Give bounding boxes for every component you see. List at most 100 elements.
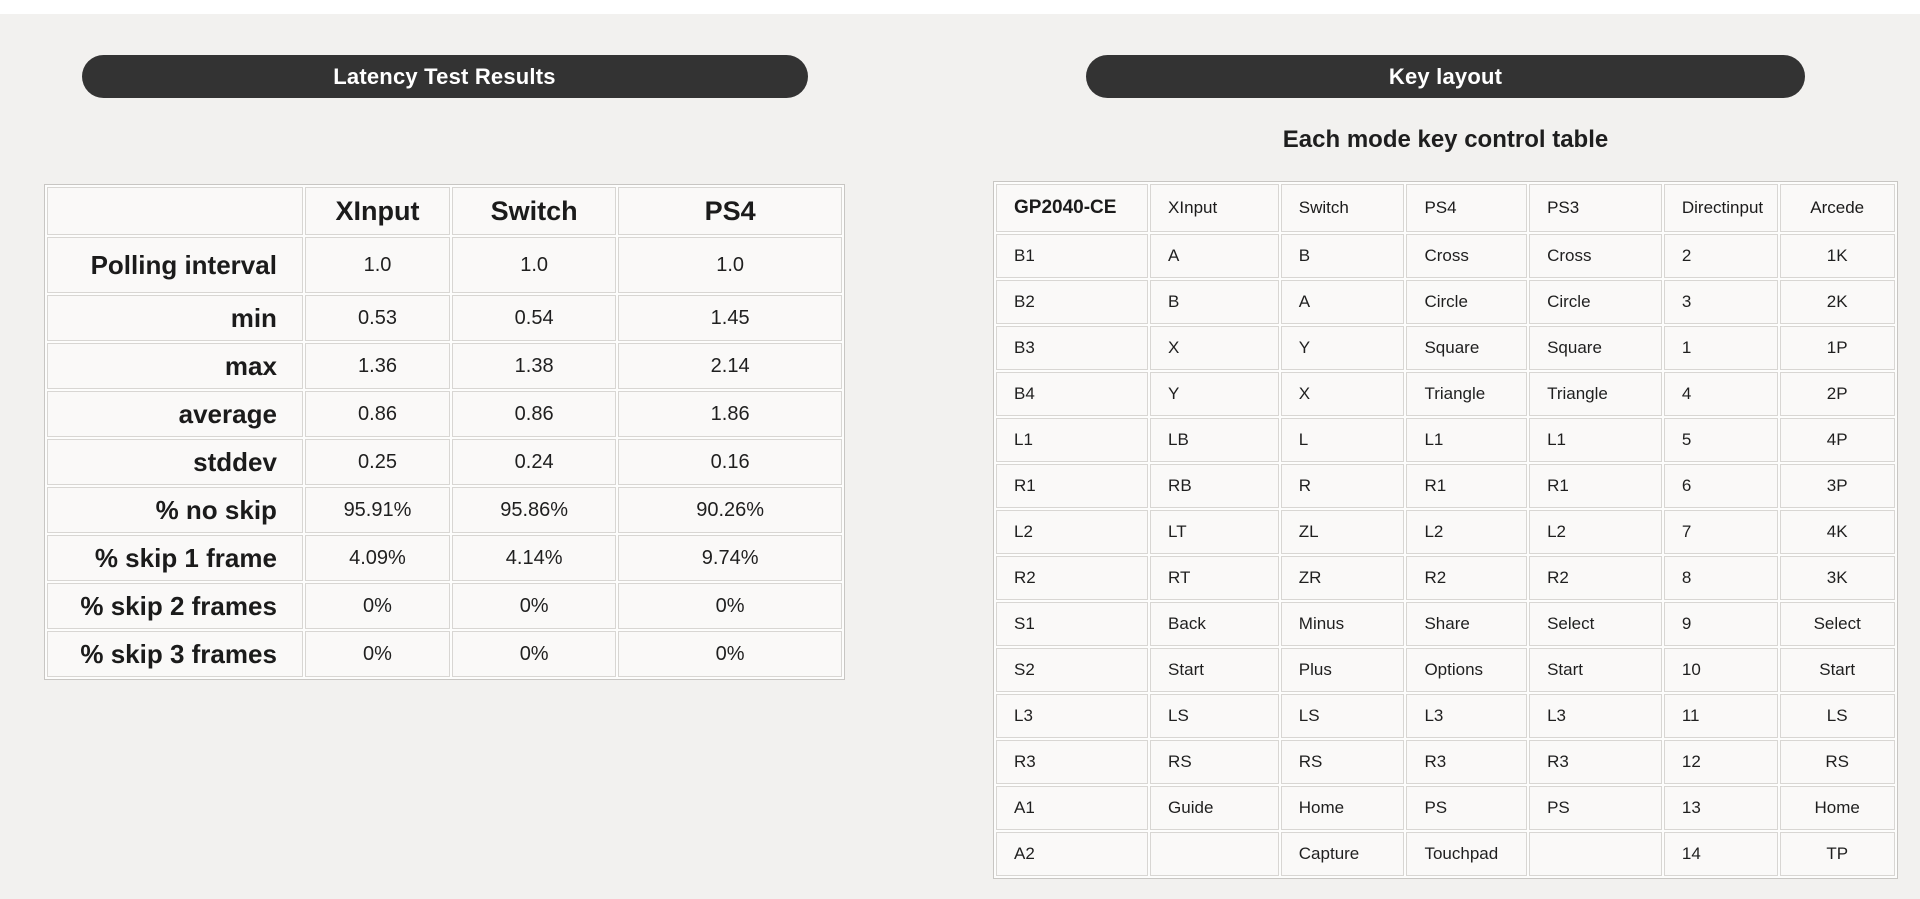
key-value-cell: A	[1150, 234, 1279, 278]
key-value-cell: 14	[1663, 832, 1779, 876]
key-value-cell: Y	[1280, 326, 1405, 370]
key-table-header-row: GP2040-CE XInput Switch PS4 PS3 Directin…	[996, 184, 1895, 232]
latency-value-cell: 2.14	[618, 343, 842, 389]
key-value-cell: Plus	[1280, 648, 1405, 692]
key-layout-section: Key layout Each mode key control table G…	[993, 55, 1898, 879]
key-value-cell: Square	[1406, 326, 1528, 370]
key-value-cell: Start	[1150, 648, 1279, 692]
key-value-cell: L3	[1529, 694, 1662, 738]
key-value-cell: Triangle	[1406, 372, 1528, 416]
key-value-cell: 12	[1663, 740, 1779, 784]
key-value-cell: Guide	[1150, 786, 1279, 830]
key-value-cell: RS	[1780, 740, 1895, 784]
key-value-cell: LS	[1150, 694, 1279, 738]
key-table-row: L3 LS LS L3 L3 11 LS	[996, 694, 1895, 738]
key-row-label: R1	[996, 464, 1149, 508]
key-value-cell: PS	[1406, 786, 1528, 830]
key-table-row: R2 RT ZR R2 R2 8 3K	[996, 556, 1895, 600]
key-value-cell: Capture	[1280, 832, 1405, 876]
latency-value-cell: 1.86	[618, 391, 842, 437]
key-value-cell: 3P	[1780, 464, 1895, 508]
key-col-header-ps4: PS4	[1406, 184, 1528, 232]
key-value-cell: Share	[1406, 602, 1528, 646]
key-value-cell: Home	[1780, 786, 1895, 830]
key-value-cell: 1	[1663, 326, 1779, 370]
key-value-cell: LS	[1280, 694, 1405, 738]
key-value-cell: RS	[1150, 740, 1279, 784]
latency-col-header-ps4: PS4	[618, 187, 842, 235]
latency-value-cell: 0%	[618, 631, 842, 677]
key-value-cell: Start	[1529, 648, 1662, 692]
latency-value-cell: 4.14%	[452, 535, 617, 581]
key-value-cell: ZL	[1280, 510, 1405, 554]
key-value-cell: Home	[1280, 786, 1405, 830]
latency-col-header-xinput: XInput	[304, 187, 451, 235]
key-row-label: L3	[996, 694, 1149, 738]
key-value-cell	[1529, 832, 1662, 876]
key-col-header-ps3: PS3	[1529, 184, 1662, 232]
key-table-row: L2 LT ZL L2 L2 7 4K	[996, 510, 1895, 554]
latency-row-label: % skip 3 frames	[47, 631, 303, 677]
latency-table-row: max 1.36 1.38 2.14	[47, 343, 842, 389]
key-row-label: S2	[996, 648, 1149, 692]
key-value-cell: R1	[1529, 464, 1662, 508]
key-value-cell: L3	[1406, 694, 1528, 738]
latency-value-cell: 0.86	[452, 391, 617, 437]
latency-value-cell: 0%	[304, 631, 451, 677]
key-row-label: B3	[996, 326, 1149, 370]
key-value-cell: Triangle	[1529, 372, 1662, 416]
key-table-row: R1 RB R R1 R1 6 3P	[996, 464, 1895, 508]
top-white-strip	[0, 0, 1920, 14]
latency-value-cell: 0.54	[452, 295, 617, 341]
latency-row-label: % skip 2 frames	[47, 583, 303, 629]
key-value-cell: 4P	[1780, 418, 1895, 462]
key-value-cell: Back	[1150, 602, 1279, 646]
latency-value-cell: 1.45	[618, 295, 842, 341]
key-value-cell: LB	[1150, 418, 1279, 462]
latency-results-title: Latency Test Results	[333, 63, 556, 89]
key-value-cell: PS	[1529, 786, 1662, 830]
latency-value-cell: 9.74%	[618, 535, 842, 581]
key-value-cell: 4	[1663, 372, 1779, 416]
key-value-cell: 7	[1663, 510, 1779, 554]
key-value-cell: 13	[1663, 786, 1779, 830]
key-value-cell: R2	[1406, 556, 1528, 600]
latency-row-label: % no skip	[47, 487, 303, 533]
key-table-row: S1 Back Minus Share Select 9 Select	[996, 602, 1895, 646]
latency-value-cell: 1.36	[304, 343, 451, 389]
key-value-cell: 3K	[1780, 556, 1895, 600]
latency-value-cell: 1.0	[304, 237, 451, 293]
key-value-cell: 1P	[1780, 326, 1895, 370]
key-value-cell: L	[1280, 418, 1405, 462]
latency-table-row: min 0.53 0.54 1.45	[47, 295, 842, 341]
key-table-row: B2 B A Circle Circle 3 2K	[996, 280, 1895, 324]
latency-table-row: average 0.86 0.86 1.86	[47, 391, 842, 437]
key-table-row: B1 A B Cross Cross 2 1K	[996, 234, 1895, 278]
key-layout-table: GP2040-CE XInput Switch PS4 PS3 Directin…	[993, 181, 1898, 879]
key-value-cell: B	[1280, 234, 1405, 278]
latency-col-header-switch: Switch	[452, 187, 617, 235]
key-col-header-switch: Switch	[1280, 184, 1405, 232]
latency-table-row: % skip 2 frames 0% 0% 0%	[47, 583, 842, 629]
latency-value-cell: 0%	[452, 631, 617, 677]
key-layout-title-pill: Key layout	[1086, 55, 1805, 98]
key-value-cell: X	[1280, 372, 1405, 416]
key-row-label: B1	[996, 234, 1149, 278]
key-value-cell	[1150, 832, 1279, 876]
key-value-cell: 2	[1663, 234, 1779, 278]
key-value-cell: 9	[1663, 602, 1779, 646]
key-value-cell: Select	[1780, 602, 1895, 646]
key-col-header-gp2040ce: GP2040-CE	[996, 184, 1149, 232]
key-value-cell: ZR	[1280, 556, 1405, 600]
key-value-cell: R	[1280, 464, 1405, 508]
key-value-cell: R2	[1529, 556, 1662, 600]
latency-value-cell: 0.86	[304, 391, 451, 437]
latency-value-cell: 95.86%	[452, 487, 617, 533]
key-table-row: B4 Y X Triangle Triangle 4 2P	[996, 372, 1895, 416]
latency-value-cell: 0.25	[304, 439, 451, 485]
key-value-cell: 6	[1663, 464, 1779, 508]
key-table-row: A1 Guide Home PS PS 13 Home	[996, 786, 1895, 830]
key-value-cell: R3	[1406, 740, 1528, 784]
key-value-cell: Circle	[1406, 280, 1528, 324]
key-value-cell: RS	[1280, 740, 1405, 784]
